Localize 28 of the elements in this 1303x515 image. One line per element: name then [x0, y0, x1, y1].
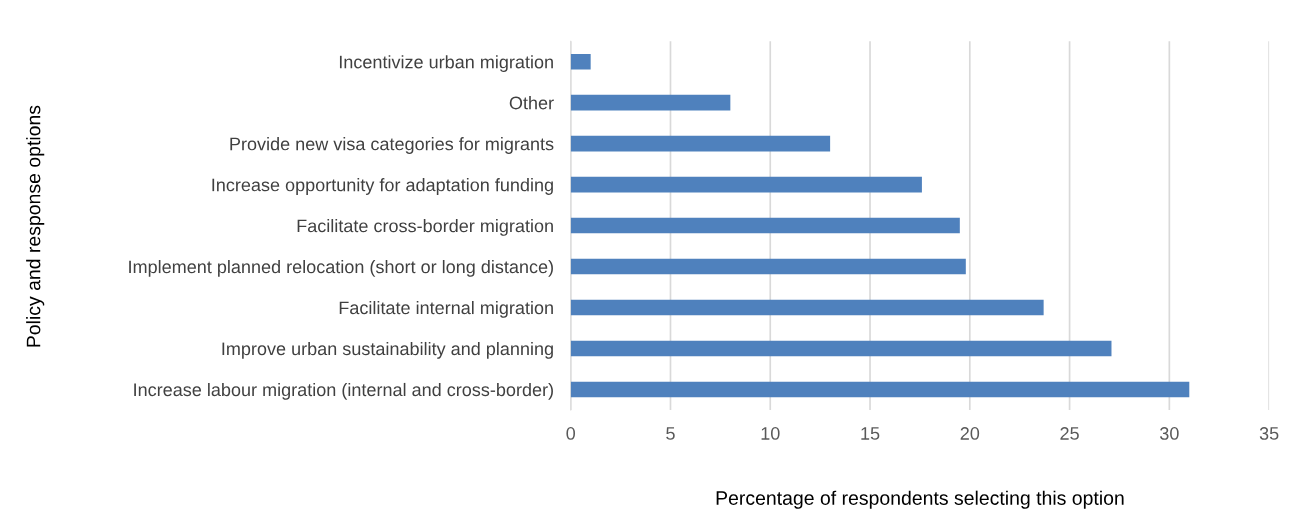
- bar: [570, 217, 960, 234]
- x-tick-label: 5: [666, 427, 675, 440]
- bar: [570, 299, 1044, 316]
- bar: [570, 135, 831, 152]
- bar: [570, 94, 731, 111]
- x-axis-title: Percentage of respondents selecting this option: [716, 490, 1124, 509]
- bar: [570, 381, 1190, 398]
- bar: [570, 340, 1112, 357]
- bar: [570, 53, 591, 70]
- y-tick-label: Incentivize urban migration: [339, 55, 553, 72]
- y-tick-label: Provide new visa categories for migrants: [230, 137, 554, 154]
- y-tick-label: Improve urban sustainability and planning: [222, 341, 553, 359]
- y-tick-label: Facilitate cross-border migration: [297, 219, 553, 236]
- x-tick-label: 15: [861, 427, 880, 440]
- bar: [570, 258, 966, 275]
- x-tick-label: 0: [566, 427, 576, 440]
- y-tick-label: Increase opportunity for adaptation funding: [212, 178, 553, 195]
- x-tick-label: 30: [1160, 427, 1179, 440]
- x-tick-label: 20: [960, 427, 980, 440]
- y-tick-label: Other: [509, 96, 554, 110]
- y-tick-label: Increase labour migration (internal and cross-border): [134, 382, 553, 400]
- bar: [570, 176, 922, 193]
- x-tick-label: 35: [1259, 427, 1279, 440]
- x-tick-label: 10: [761, 427, 780, 440]
- x-tick-label: 25: [1060, 427, 1079, 440]
- y-tick-label: Facilitate internal migration: [339, 300, 553, 318]
- y-axis-title: Policy and response options: [26, 105, 45, 347]
- y-tick-label: Implement planned relocation (short or long distance): [129, 260, 553, 277]
